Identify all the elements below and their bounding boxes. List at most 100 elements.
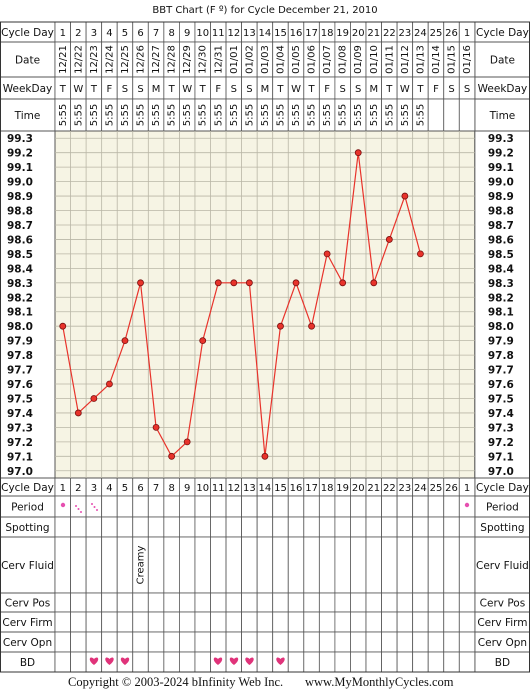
y-tick-label: 98.9	[488, 191, 514, 203]
dates-label: 01/13	[415, 45, 426, 74]
times-label: 5:55	[353, 104, 364, 126]
cell	[163, 611, 180, 633]
cell	[303, 536, 320, 594]
dates-label: 12/23	[89, 45, 100, 74]
cell	[272, 631, 289, 653]
cell	[70, 592, 87, 613]
cell	[101, 611, 118, 633]
temp-point	[152, 423, 160, 431]
cell	[163, 631, 180, 653]
temp-point	[137, 279, 144, 287]
categories-label: 4	[106, 28, 112, 39]
cell	[241, 516, 258, 538]
cell	[381, 592, 398, 613]
dates-label: 01/01	[229, 45, 240, 74]
y-tick-label: 97.4	[7, 408, 33, 420]
row-label: Cycle Day	[1, 482, 54, 494]
row-label: Time	[14, 110, 41, 122]
cell	[241, 631, 258, 653]
cell	[318, 536, 336, 594]
categories-label: 19	[336, 483, 349, 494]
row-label: WeekDay	[3, 83, 53, 95]
cell	[334, 536, 351, 594]
cell	[256, 495, 274, 518]
y-tick-label: 97.5	[7, 393, 33, 405]
cell	[178, 592, 196, 613]
weekdays-label: S	[355, 84, 361, 95]
temp-point	[199, 337, 207, 345]
y-tick-label: 99.1	[7, 162, 33, 174]
cell	[85, 592, 103, 613]
dates-label: 01/03	[260, 45, 271, 74]
categories-label: 9	[184, 483, 190, 494]
dates-label: 01/07	[322, 45, 333, 74]
cell	[132, 592, 149, 613]
row-label: Cerv Firm	[2, 617, 52, 629]
y-tick-label: 98.1	[488, 307, 514, 319]
categories-label: 3	[91, 483, 97, 494]
row-label: Time	[489, 110, 516, 122]
times-label: 5:55	[400, 104, 411, 126]
y-tick-label: 97.9	[7, 336, 33, 348]
times-label: 5:55	[213, 104, 224, 126]
weekdays-label: W	[73, 84, 83, 95]
cell	[412, 495, 429, 518]
cell	[396, 631, 414, 653]
cell	[132, 651, 149, 673]
row-label-cell	[0, 536, 56, 594]
cell	[334, 516, 351, 538]
cell	[178, 516, 196, 538]
categories-label: 14	[259, 28, 272, 39]
y-tick-label: 98.9	[7, 191, 33, 203]
temp-point	[292, 279, 300, 287]
y-tick-label: 98.8	[488, 206, 514, 218]
weekdays-label: M	[152, 84, 161, 95]
cell	[147, 592, 165, 613]
times-label: 5:55	[338, 104, 349, 126]
cell	[350, 516, 367, 538]
cell	[70, 631, 87, 653]
y-tick-label: 97.3	[488, 422, 514, 434]
y-tick-label: 97.5	[488, 393, 514, 405]
cell	[163, 651, 180, 673]
cell	[241, 592, 258, 613]
weekdays-label: T	[199, 84, 207, 95]
cell	[350, 536, 367, 594]
categories-label: 25	[430, 28, 443, 39]
cell	[225, 631, 243, 653]
y-tick-label: 99.1	[488, 162, 514, 174]
cell	[381, 516, 398, 538]
cell	[194, 536, 211, 594]
y-tick-label: 98.2	[7, 292, 33, 304]
cell	[427, 516, 445, 538]
categories-label: 21	[367, 28, 380, 39]
weekdays-label: S	[464, 84, 470, 95]
temp-point	[354, 149, 362, 157]
cell	[116, 611, 134, 633]
cell	[287, 495, 305, 518]
cell	[85, 516, 103, 538]
cell	[365, 516, 382, 538]
cell	[194, 631, 211, 653]
cell	[116, 495, 134, 518]
cell	[396, 611, 414, 633]
cell	[303, 611, 320, 633]
cell	[396, 536, 414, 594]
cell	[365, 495, 382, 518]
cell	[318, 592, 336, 613]
y-tick-label: 97.6	[488, 379, 514, 391]
times-label: 5:55	[89, 104, 100, 126]
dates-label: 01/09	[353, 45, 364, 74]
cell	[178, 631, 196, 653]
times-label: 5:55	[104, 104, 115, 126]
categories-label: 8	[168, 28, 174, 39]
cell	[225, 592, 243, 613]
categories-label: 7	[153, 28, 159, 39]
dates-label: 12/31	[213, 45, 224, 74]
categories-label: 18	[321, 28, 334, 39]
cell	[54, 516, 71, 538]
categories-label: 10	[196, 483, 209, 494]
cell	[178, 536, 196, 594]
temp-point	[214, 279, 222, 287]
categories-label: 11	[212, 28, 225, 39]
